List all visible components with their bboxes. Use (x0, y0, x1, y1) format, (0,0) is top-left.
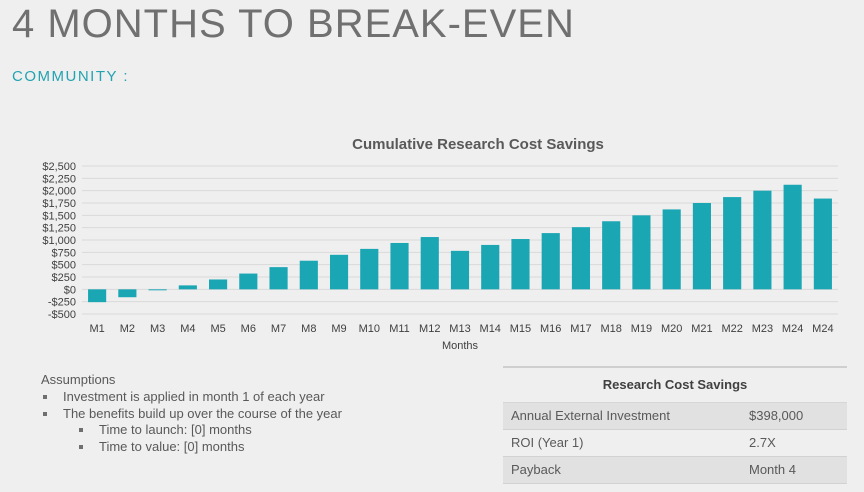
x-tick-label: M20 (661, 323, 682, 335)
bar (148, 289, 167, 291)
y-tick-label: $1,250 (42, 223, 76, 235)
x-tick-label: M6 (241, 323, 256, 335)
assumptions-heading: Assumptions (41, 372, 116, 387)
assumptions-list: Investment is applied in month 1 of each… (41, 389, 342, 456)
bullet-icon (43, 394, 47, 399)
x-tick-label: M18 (600, 323, 621, 335)
savings-row-value: Month 4 (749, 462, 796, 477)
bar (723, 197, 742, 290)
bar (269, 267, 288, 290)
y-tick-label: $2,250 (42, 173, 76, 185)
page-title: 4 MONTHS TO BREAK-EVEN (12, 2, 575, 46)
bar (783, 184, 802, 290)
bar (450, 250, 470, 290)
bar (753, 190, 772, 290)
assumption-text: The benefits build up over the course of… (63, 405, 342, 421)
x-tick-label: M22 (721, 323, 742, 335)
x-tick-label: M15 (510, 323, 531, 335)
bar (390, 242, 409, 290)
assumption-text: Time to value: [0] months (99, 439, 245, 455)
y-tick-label: $1,000 (42, 235, 76, 247)
savings-table-body: Annual External Investment $398,000 ROI (Y… (503, 403, 847, 484)
savings-row-value: 2.7X (749, 435, 776, 450)
savings-row-value: $398,000 (749, 408, 804, 423)
x-tick-label: M17 (570, 323, 591, 335)
x-tick-label: M16 (540, 323, 561, 335)
y-tick-label: $750 (52, 247, 76, 259)
x-tick-label: M19 (631, 323, 652, 335)
bar (329, 254, 349, 290)
x-tick-label: M14 (480, 323, 501, 335)
bar (420, 237, 439, 290)
assumption-text: Investment is applied in month 1 of each… (63, 388, 325, 404)
bar (571, 227, 591, 290)
x-tick-label: M5 (210, 323, 225, 335)
bar (299, 260, 318, 290)
x-tick-label: M21 (691, 323, 712, 335)
x-tick-label: M24 (782, 323, 803, 335)
bar (178, 285, 197, 290)
bullet-icon (79, 445, 83, 450)
x-tick-label: M3 (150, 323, 165, 335)
bar (511, 239, 530, 290)
x-tick-label: M11 (389, 323, 410, 335)
y-tick-label: $1,500 (42, 210, 76, 222)
bar (209, 279, 228, 290)
assumption-item: Investment is applied in month 1 of each… (41, 389, 342, 406)
x-tick-label: M4 (180, 323, 195, 335)
bar (632, 215, 651, 290)
y-tick-label: $250 (52, 272, 76, 284)
savings-row-label: ROI (Year 1) (511, 435, 584, 450)
savings-table-row: Payback Month 4 (503, 457, 847, 484)
bar (602, 221, 621, 290)
savings-table-row: Annual External Investment $398,000 (503, 403, 847, 430)
y-tick-label: $500 (52, 260, 76, 272)
cumulative-savings-chart: Cumulative Research Cost Savings -$500-$2… (42, 136, 838, 352)
savings-row-label: Payback (511, 462, 561, 477)
assumption-item: Time to value: [0] months (41, 439, 342, 456)
bar (88, 289, 107, 303)
y-tick-label: -$250 (48, 297, 76, 309)
bar (541, 233, 560, 290)
bullet-icon (79, 428, 83, 433)
assumptions-block: Assumptions Investment is applied in mon… (41, 372, 342, 456)
research-cost-savings-table: Research Cost Savings Annual External In… (503, 366, 847, 484)
bar (239, 273, 258, 290)
assumption-item: The benefits build up over the course of… (41, 406, 342, 423)
bullet-icon (43, 411, 47, 416)
page-subtitle: COMMUNITY : (12, 68, 130, 85)
x-tick-label: M23 (752, 323, 773, 335)
x-tick-label: M8 (301, 323, 316, 335)
x-tick-label: M1 (89, 323, 104, 335)
y-tick-label: $2,500 (42, 161, 76, 173)
x-tick-label: M12 (419, 323, 440, 335)
savings-row-label: Annual External Investment (511, 408, 670, 423)
chart-title: Cumulative Research Cost Savings (352, 136, 604, 153)
bar (692, 203, 711, 290)
y-tick-label: $2,000 (42, 186, 76, 198)
y-tick-label: -$500 (48, 309, 76, 321)
bar (813, 198, 832, 290)
x-axis-title: Months (442, 340, 479, 352)
bar (481, 244, 500, 290)
assumption-item: Time to launch: [0] months (41, 422, 342, 439)
x-tick-label: M9 (331, 323, 346, 335)
savings-table-title: Research Cost Savings (503, 368, 847, 403)
bar (118, 289, 137, 298)
y-tick-label: $0 (64, 284, 76, 296)
x-tick-label: M2 (120, 323, 135, 335)
x-tick-label: M10 (359, 323, 380, 335)
assumption-text: Time to launch: [0] months (99, 422, 252, 438)
savings-table-row: ROI (Year 1) 2.7X (503, 430, 847, 457)
bar (360, 248, 379, 290)
y-tick-label: $1,750 (42, 198, 76, 210)
x-tick-label: M7 (271, 323, 286, 335)
x-tick-label: M13 (449, 323, 470, 335)
bar (662, 209, 681, 290)
x-tick-label: M24 (812, 323, 833, 335)
